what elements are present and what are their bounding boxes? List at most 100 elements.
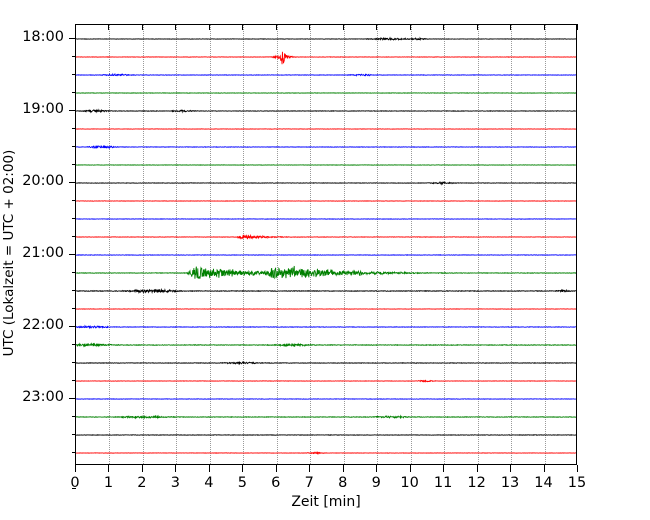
gridline-vertical [377, 25, 379, 464]
seismogram-trace [76, 370, 576, 392]
x-axis-tick [409, 465, 411, 472]
x-axis-tick-top [543, 24, 545, 30]
seismogram-trace [76, 352, 576, 374]
y-axis-minor-tick [72, 344, 76, 345]
seismogram-trace [76, 154, 576, 176]
x-axis-tick-top [409, 24, 411, 30]
y-axis-minor-tick [72, 416, 76, 417]
x-axis-tick-label: 2 [137, 475, 147, 491]
gridline-vertical [276, 25, 278, 464]
x-axis-tick-top [275, 24, 277, 30]
x-axis-tick [443, 465, 445, 472]
y-axis-minor-tick [72, 236, 76, 237]
x-axis-tick-top [141, 24, 143, 30]
x-axis-tick-label: 4 [204, 475, 214, 491]
gridline-vertical [243, 25, 245, 464]
x-axis-tick [309, 465, 311, 472]
x-axis-tick-top [443, 24, 445, 30]
seismogram-trace [76, 190, 576, 212]
y-axis-tick [69, 38, 76, 39]
gridline-vertical [410, 25, 412, 464]
x-axis-tick-top [376, 24, 378, 30]
x-axis-tick [342, 465, 344, 472]
y-axis-minor-tick [72, 200, 76, 201]
seismogram-trace [76, 442, 576, 464]
x-axis-title: Zeit [min] [291, 494, 361, 510]
x-axis-tick [543, 465, 545, 472]
seismogram-trace [76, 388, 576, 410]
seismogram-trace [76, 226, 576, 248]
seismogram-trace [76, 118, 576, 140]
x-axis-tick-label: 5 [237, 475, 247, 491]
x-axis-tick [175, 465, 177, 472]
y-axis-minor-tick [72, 218, 76, 219]
y-axis-minor-tick [72, 488, 76, 489]
x-axis-tick-label: 0 [70, 475, 80, 491]
y-axis-minor-tick [72, 164, 76, 165]
x-axis-tick [376, 465, 378, 472]
x-axis-tick [75, 465, 76, 472]
y-axis-tick-label: 21:00 [22, 245, 64, 261]
gridline-vertical [109, 25, 111, 464]
y-axis-minor-tick [72, 56, 76, 57]
seismogram-trace [76, 136, 576, 158]
seismogram-trace [76, 298, 576, 320]
y-axis-minor-tick [72, 380, 76, 381]
seismogram-trace [76, 244, 576, 266]
x-axis-tick-label: 11 [433, 475, 453, 491]
y-axis-tick-label: 20:00 [22, 173, 64, 189]
x-axis-tick [141, 465, 143, 472]
y-axis-minor-tick [72, 308, 76, 309]
x-axis-tick-top [175, 24, 177, 30]
seismogram-trace [76, 82, 576, 104]
seismogram-trace [76, 46, 576, 68]
y-axis-minor-tick [72, 290, 76, 291]
x-axis-tick [577, 465, 578, 472]
x-axis-tick-top [242, 24, 244, 30]
gridline-vertical [310, 25, 312, 464]
seismogram-trace [76, 280, 576, 302]
seismogram-trace [76, 208, 576, 230]
x-axis-tick-label: 15 [567, 475, 587, 491]
y-axis-minor-tick [72, 434, 76, 435]
x-axis-tick-top [476, 24, 478, 30]
gridline-vertical [511, 25, 513, 464]
seismogram-trace [76, 28, 576, 50]
x-axis-tick-top [577, 24, 578, 30]
x-axis-tick-label: 1 [103, 475, 114, 491]
y-axis-tick-label: 18:00 [22, 29, 64, 45]
seismogram-trace [76, 100, 576, 122]
x-axis-tick-label: 3 [170, 475, 181, 491]
gridline-vertical [444, 25, 446, 464]
y-axis-minor-tick [72, 452, 76, 453]
x-axis-tick-label: 10 [400, 475, 419, 491]
y-axis-tick [69, 110, 76, 111]
plot-area [75, 24, 577, 465]
x-axis-tick [275, 465, 277, 472]
y-axis-tick [69, 398, 76, 399]
y-axis-tick-label: 19:00 [22, 101, 64, 117]
gridline-vertical [544, 25, 546, 464]
gridline-vertical [343, 25, 345, 464]
x-axis-tick-top [342, 24, 344, 30]
x-axis-tick-top [108, 24, 110, 30]
seismogram-trace [76, 172, 576, 194]
seismogram-trace [76, 406, 576, 428]
x-axis-tick-label: 7 [304, 475, 314, 491]
y-axis-minor-tick [72, 146, 76, 147]
seismogram-trace [76, 64, 576, 86]
x-axis-tick-label: 9 [371, 475, 381, 491]
x-axis-tick [242, 465, 244, 472]
x-axis-tick-top [75, 24, 76, 30]
seismogram-trace [76, 460, 576, 464]
seismogram-trace [76, 316, 576, 338]
gridline-vertical [176, 25, 178, 464]
y-axis-tick-label: 23:00 [22, 389, 64, 405]
y-axis-tick [69, 182, 76, 183]
y-axis-minor-tick [72, 92, 76, 93]
x-axis-tick-top [208, 24, 210, 30]
x-axis-tick-label: 14 [534, 475, 553, 491]
seismogram-trace [76, 424, 576, 446]
x-axis-tick-top [309, 24, 311, 30]
